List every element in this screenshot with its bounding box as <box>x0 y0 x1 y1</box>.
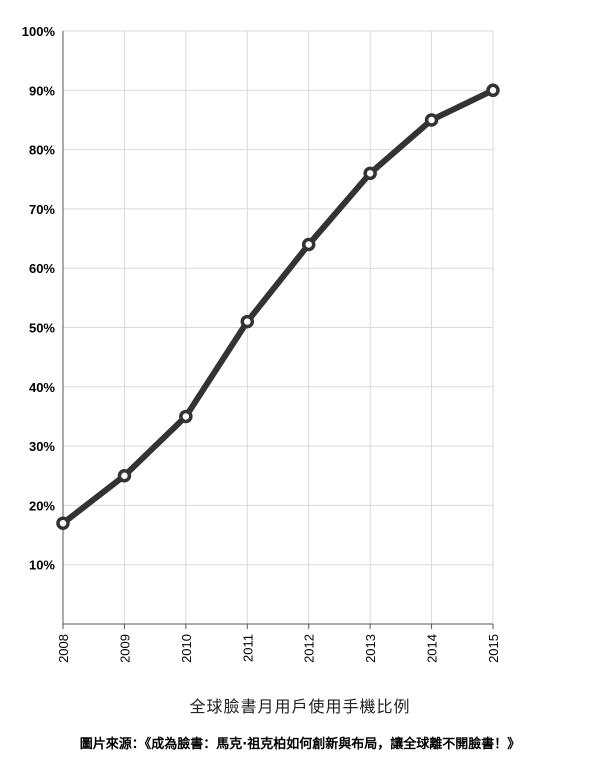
x-tick-label: 2014 <box>425 634 440 663</box>
data-point <box>240 314 255 329</box>
data-point <box>56 516 70 530</box>
x-tick-label: 2011 <box>240 634 255 662</box>
y-tick-label: 50% <box>29 321 55 336</box>
data-point <box>179 409 193 424</box>
data-point <box>424 113 439 127</box>
y-tick-label: 10% <box>29 558 55 573</box>
image-source: 圖片來源：《成為臉書：馬克·祖克柏如何創新與布局，讓全球離不開臉書！》 <box>79 737 521 752</box>
series-path <box>60 87 496 527</box>
y-tick-label: 100% <box>22 24 56 39</box>
data-point <box>117 469 132 483</box>
x-tick-label: 2013 <box>363 634 378 663</box>
y-tick-labels: 10% 20% 30% 40% 50% 60% 70% 80% 90% 100% <box>22 24 56 573</box>
x-tick-label: 2010 <box>179 634 194 663</box>
y-tick-label: 80% <box>29 143 55 158</box>
y-tick-label: 20% <box>29 498 55 513</box>
series-line <box>60 87 496 527</box>
y-tick-label: 40% <box>29 380 55 395</box>
x-tick-label: 2012 <box>302 634 317 663</box>
chart-title: 全球臉書月用戶使用手機比例 <box>189 697 411 716</box>
series-points <box>56 83 500 530</box>
x-tick-labels: 2008 2009 2010 2011 2012 2013 2014 2015 <box>56 634 501 663</box>
data-point <box>301 237 316 252</box>
x-tick-label: 2008 <box>56 634 71 663</box>
y-tick-label: 70% <box>29 202 55 217</box>
data-point <box>363 166 377 181</box>
y-tick-label: 30% <box>29 439 55 454</box>
x-tick-label: 2015 <box>486 634 501 663</box>
y-tick-label: 90% <box>29 83 55 98</box>
x-tick-label: 2009 <box>117 634 132 663</box>
y-tick-label: 60% <box>29 261 55 276</box>
line-chart: 10% 20% 30% 40% 50% 60% 70% 80% 90% 100% 2008 2009… <box>22 24 501 663</box>
data-point <box>486 83 500 98</box>
